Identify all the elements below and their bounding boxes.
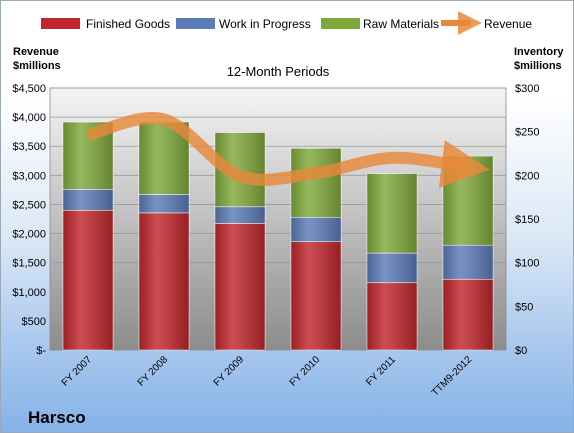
bar-segment-shade — [367, 253, 417, 283]
bar-segment-shade — [291, 217, 341, 242]
legend-label-finished-goods: Finished Goods — [86, 17, 170, 31]
left-tick-label: $1,500 — [12, 258, 46, 270]
right-tick-label: $200 — [515, 170, 539, 182]
bar-segment-shade — [215, 206, 265, 224]
right-axis-title-line1: Inventory — [514, 46, 564, 58]
category-label: FY 2007 — [60, 354, 95, 389]
bar-segment-shade — [291, 148, 341, 218]
legend-label-revenue: Revenue — [484, 17, 532, 31]
bar-segment-shade — [63, 189, 113, 211]
category-labels: FY 2007 FY 2008 FY 2009 FY 2010 FY 2011 TTM9-… — [60, 354, 475, 399]
bar-segment-shade — [367, 282, 417, 350]
revenue-line-group — [86, 112, 490, 188]
left-tick-label: $4,000 — [12, 112, 46, 124]
bar-segment-shade — [139, 194, 189, 213]
right-tick-label: $100 — [515, 258, 539, 270]
left-tick-label: $- — [36, 345, 46, 357]
chart-title: 12-Month Periods — [227, 64, 330, 79]
left-tick-label: $2,500 — [12, 199, 46, 211]
bar-segment-shade — [367, 173, 417, 254]
bar-segment-shade — [63, 210, 113, 350]
company-name: Harsco — [28, 408, 86, 427]
left-tick-label: $2,000 — [12, 229, 46, 241]
legend-swatch-raw-materials — [321, 18, 360, 29]
left-tick-label: $1,000 — [12, 287, 46, 299]
category-label: FY 2009 — [212, 354, 247, 389]
right-tick-label: $150 — [515, 214, 539, 226]
left-tick-label: $3,500 — [12, 141, 46, 153]
legend: Finished Goods Work in Progress Raw Mate… — [41, 11, 532, 35]
bars — [62, 121, 494, 351]
legend-label-raw-materials: Raw Materials — [363, 17, 439, 31]
right-tick-label: $50 — [515, 301, 533, 313]
legend-swatch-finished-goods — [41, 18, 80, 29]
revenue-line — [86, 112, 490, 188]
category-label: FY 2011 — [364, 354, 398, 388]
bar-segment-shade — [139, 212, 189, 350]
bar-segment-shade — [291, 241, 341, 350]
right-tick-label: $300 — [515, 83, 539, 95]
category-label: TTM9-2012 — [430, 354, 475, 399]
left-axis-title-line2: $millions — [13, 60, 61, 72]
right-axis: $0 $50 $100 $150 $200 $250 $300 — [515, 83, 539, 357]
legend-label-work-in-progress: Work in Progress — [219, 17, 311, 31]
category-label: FY 2008 — [136, 354, 171, 389]
left-tick-label: $4,500 — [12, 83, 46, 95]
legend-swatch-work-in-progress — [176, 18, 215, 29]
bar-segment-shade — [443, 279, 493, 350]
left-axis-title-line1: Revenue — [13, 46, 59, 58]
right-tick-label: $0 — [515, 345, 527, 357]
category-label: FY 2010 — [288, 354, 323, 389]
plot-area — [49, 87, 507, 351]
bar-segment-shade — [215, 223, 265, 350]
right-tick-label: $250 — [515, 127, 539, 139]
left-tick-label: $500 — [22, 316, 46, 328]
left-axis: $- $500 $1,000 $1,500 $2,000 $2,500 $3,000 $3,5… — [12, 83, 46, 357]
right-axis-title-line2: $millions — [514, 60, 562, 72]
bar-segment-shade — [443, 245, 493, 280]
left-tick-label: $3,000 — [12, 170, 46, 182]
